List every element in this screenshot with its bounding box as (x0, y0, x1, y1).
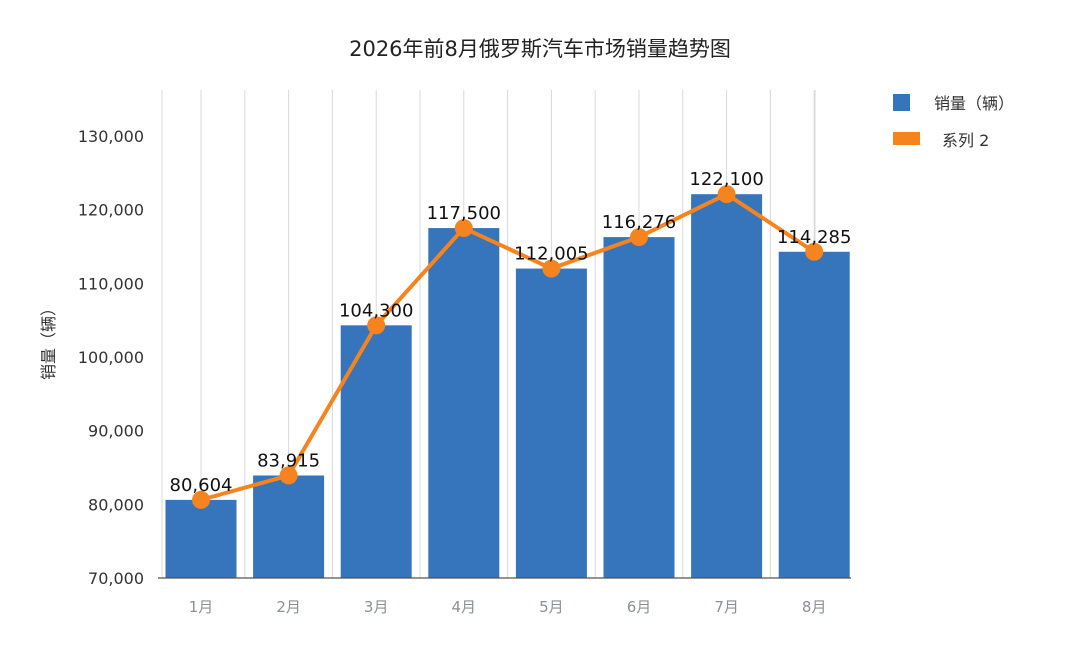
axes: 70,000 80,000 90,000 100,000 110,000 120,000 1… (78, 127, 851, 616)
data-label: 80,604 (170, 475, 233, 496)
bar (428, 228, 500, 579)
data-label: 117,500 (427, 203, 501, 224)
line-point (367, 316, 386, 335)
data-label: 112,005 (514, 244, 588, 265)
x-tick-label: 4月 (452, 598, 477, 616)
legend-label-bar: 销量（辆） (934, 94, 1014, 113)
data-label: 83,915 (257, 450, 320, 471)
data-label: 114,285 (777, 227, 851, 248)
line-point (805, 242, 824, 261)
line-point (542, 259, 561, 278)
bar (253, 475, 325, 578)
line-point (717, 185, 736, 204)
legend-swatch-bar (893, 94, 910, 111)
data-label: 116,276 (602, 212, 676, 233)
y-tick-label: 100,000 (78, 348, 144, 367)
data-label: 122,100 (689, 169, 763, 190)
y-axis-label: 销量（辆） (39, 300, 58, 380)
bar (603, 237, 675, 578)
data-label: 104,300 (339, 300, 413, 321)
x-tick-label: 1月 (189, 598, 214, 616)
y-tick-label: 90,000 (88, 422, 144, 441)
x-tick-label: 5月 (539, 598, 564, 616)
x-tick-label: 6月 (627, 598, 652, 616)
line-point (630, 228, 648, 247)
bar-series (165, 194, 850, 579)
y-tick-label: 80,000 (88, 495, 144, 514)
line-point (454, 219, 473, 238)
data-labels: 80,604 83,915 104,300 117,500 112,005 116,276… (170, 169, 852, 496)
legend-swatch-line (893, 132, 920, 145)
legend: 销量（辆） 系列 2 (893, 94, 1014, 150)
x-tick-label: 7月 (714, 598, 739, 616)
bar (778, 251, 850, 579)
line-point (192, 490, 210, 509)
x-tick-label: 2月 (276, 598, 301, 616)
line-series (192, 185, 824, 509)
chart-title: 2026年前8月俄罗斯汽车市场销量趋势图 (349, 37, 731, 61)
legend-label-line: 系列 2 (942, 131, 989, 150)
y-tick-label: 130,000 (78, 127, 144, 146)
y-tick-label: 110,000 (78, 274, 144, 293)
line-point (279, 466, 298, 485)
line-path (200, 192, 816, 502)
x-tick-label: 8月 (802, 598, 827, 616)
bar (340, 325, 412, 578)
bar (165, 499, 237, 578)
bar (515, 268, 587, 578)
x-tick-label: 3月 (364, 598, 389, 616)
bar (691, 194, 763, 579)
y-tick-label: 120,000 (78, 201, 144, 220)
y-tick-label: 70,000 (88, 569, 144, 588)
